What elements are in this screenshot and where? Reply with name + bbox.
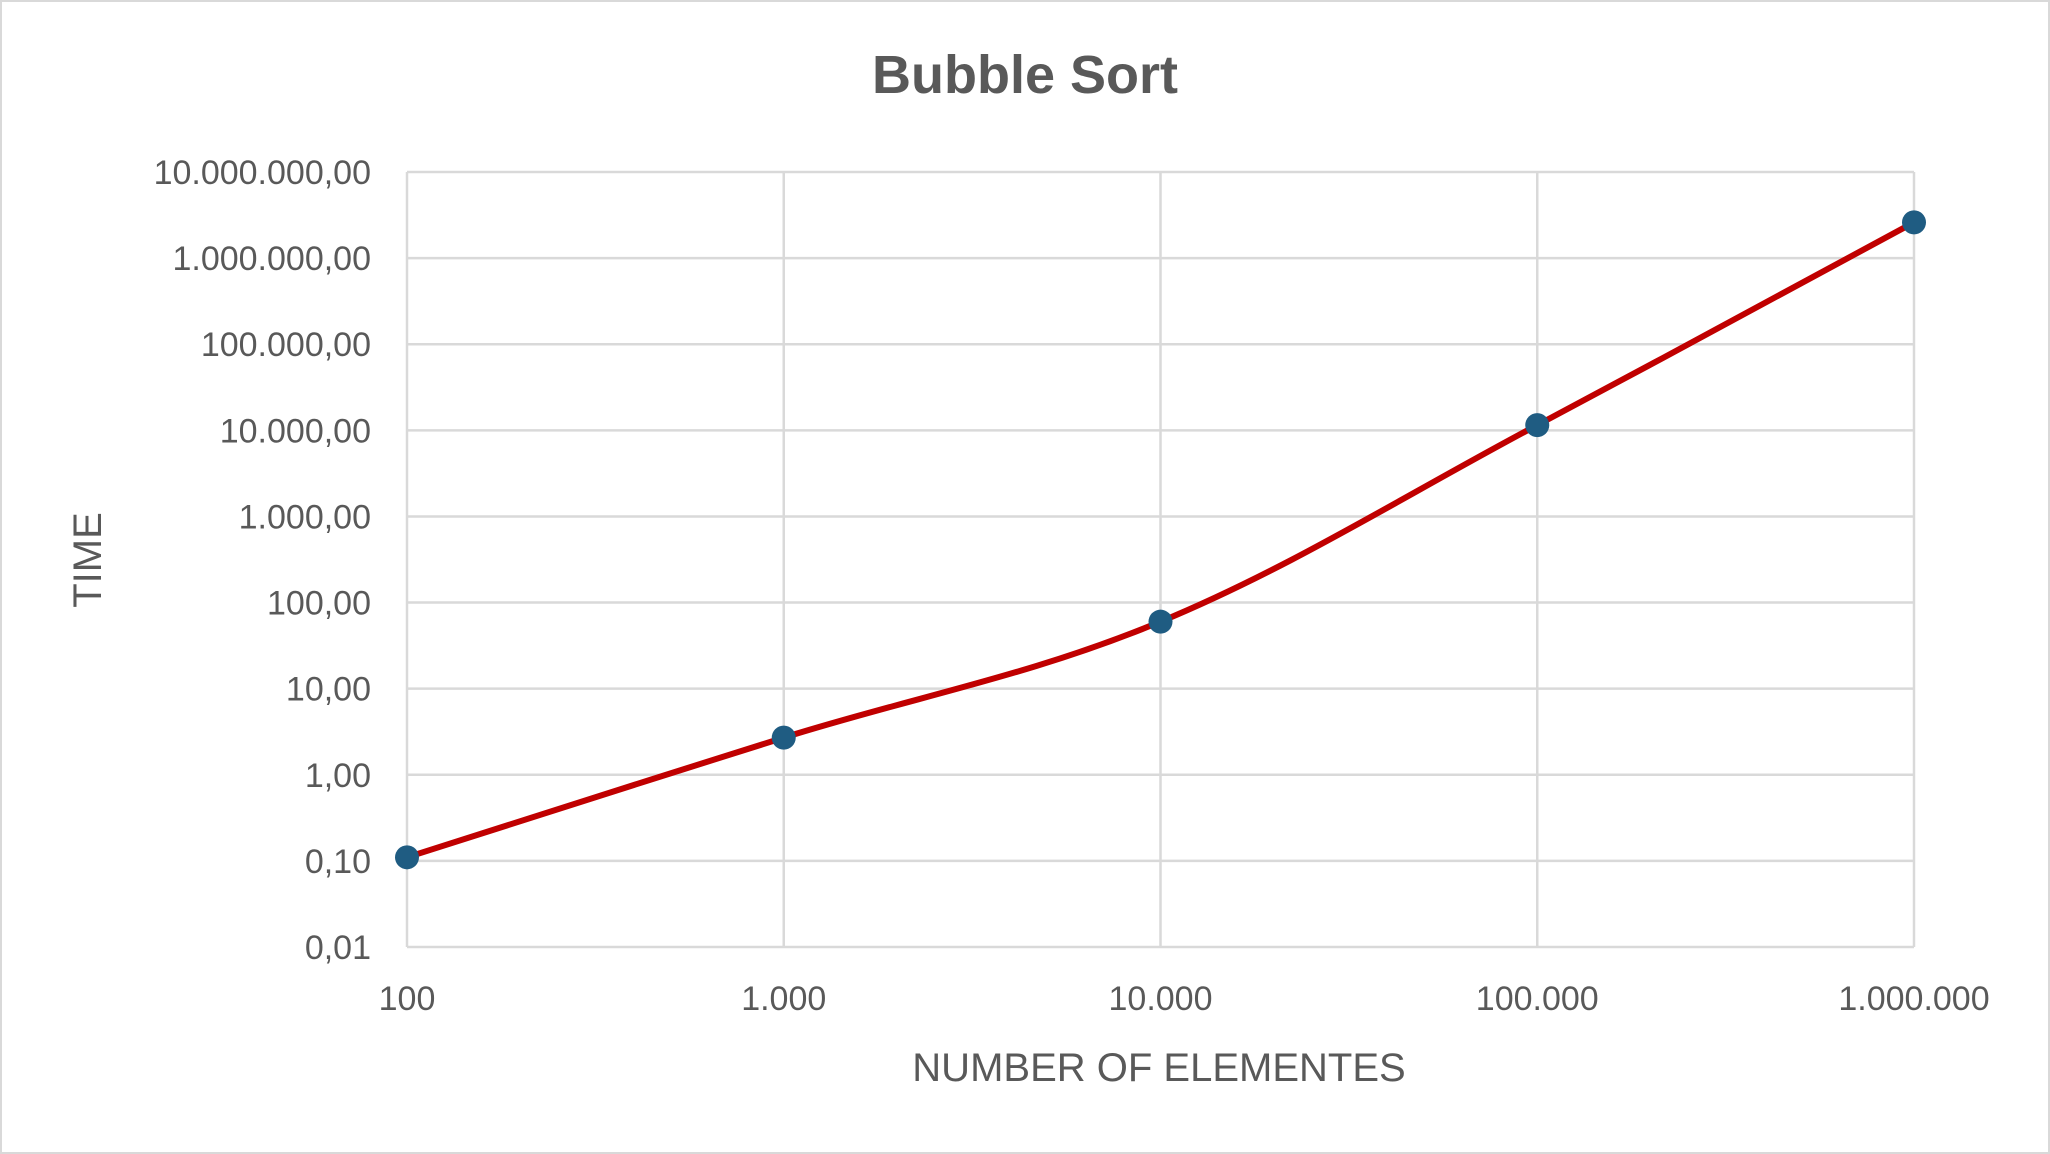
- y-tick-label: 1.000,00: [239, 498, 371, 536]
- y-axis-tick-labels: 0,01 0,10 1,00 10,00 100,00 1.000,00 10.000,00…: [154, 154, 371, 967]
- y-tick-label: 0,10: [305, 843, 371, 881]
- x-tick-label: 100.000: [1476, 980, 1599, 1018]
- x-axis-tick-labels: 100 1.000 10.000 100.000 1.000.000: [379, 980, 1990, 1018]
- y-tick-label: 100,00: [267, 585, 371, 623]
- data-point: [1525, 413, 1550, 438]
- series-layer: [395, 210, 1926, 870]
- x-axis-title: NUMBER OF ELEMENTES: [912, 1046, 1405, 1090]
- y-tick-label: 10.000.000,00: [154, 154, 371, 192]
- y-tick-label: 100.000,00: [201, 326, 371, 364]
- x-tick-label: 1.000.000: [1838, 980, 1989, 1018]
- y-tick-label: 1,00: [305, 757, 371, 795]
- x-tick-label: 100: [379, 980, 436, 1018]
- chart-title: Bubble Sort: [872, 45, 1178, 105]
- data-point: [1902, 210, 1926, 235]
- data-point: [1148, 609, 1173, 634]
- y-axis-title: TIME: [66, 512, 110, 608]
- data-point: [771, 725, 796, 750]
- data-point: [395, 845, 419, 870]
- x-tick-label: 10.000: [1109, 980, 1213, 1018]
- x-tick-label: 1.000: [741, 980, 826, 1018]
- y-tick-label: 10,00: [286, 671, 371, 709]
- y-tick-label: 10.000,00: [220, 412, 371, 450]
- gridlines: [405, 170, 1916, 949]
- y-tick-label: 0,01: [305, 929, 371, 967]
- y-tick-label: 1.000.000,00: [172, 240, 371, 278]
